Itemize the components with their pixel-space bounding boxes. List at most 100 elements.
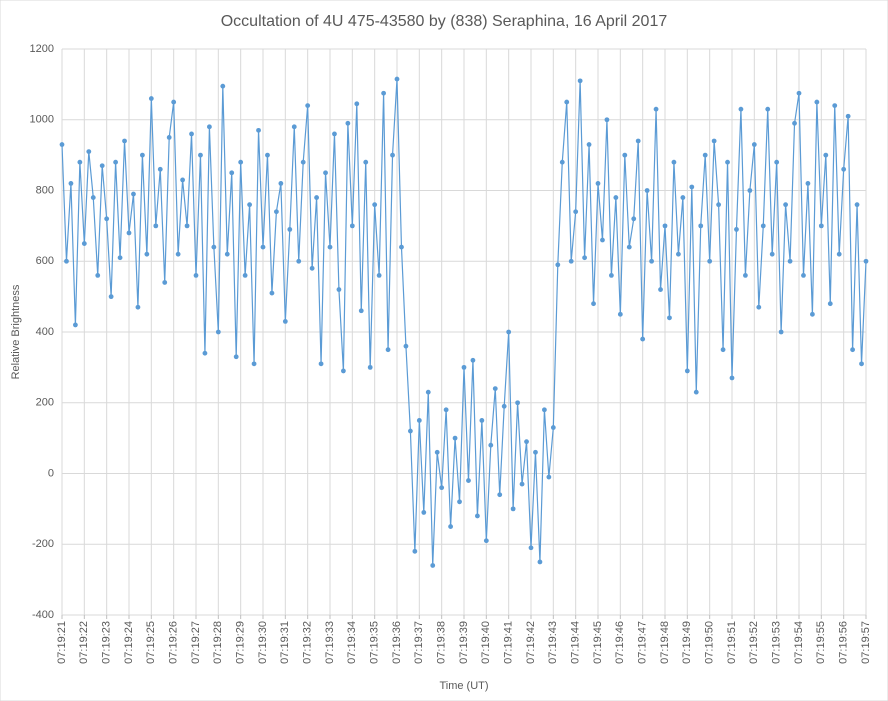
data-point [238,159,244,165]
data-point [148,96,154,101]
data-point [600,237,605,243]
data-point [242,273,248,278]
data-point [845,113,851,119]
y-axis-label: Relative Brightness [10,284,22,379]
x-tick-label: 07:19:23 [101,621,113,664]
data-point [354,101,360,107]
data-point [640,336,646,342]
data-point [394,76,400,82]
data-point [720,347,726,353]
data-point [367,364,373,370]
data-point [372,202,378,208]
data-point [765,106,771,112]
data-point [524,439,529,445]
data-point [193,273,199,278]
data-point [760,223,766,229]
data-point [224,251,230,257]
x-tick-label: 07:19:32 [302,621,314,664]
data-point [823,152,829,158]
data-point [604,117,610,123]
data-point [658,287,663,292]
data-point [363,159,369,165]
data-point [805,181,811,186]
data-point [376,273,382,278]
data-point [801,273,806,278]
x-tick-label: 07:19:45 [592,621,604,664]
x-tick-label: 07:19:39 [458,621,470,664]
data-point [305,103,311,108]
data-point [479,418,485,423]
data-point [662,223,668,229]
x-tick-label: 07:19:51 [726,621,738,664]
y-tick-label: 800 [36,184,54,196]
data-point [707,258,713,264]
y-tick-label: 400 [36,326,54,338]
data-point [408,428,413,434]
data-point [792,120,797,126]
data-point [684,368,690,374]
data-point [113,159,118,165]
data-point [841,166,847,172]
data-point [349,223,355,229]
x-tick-label: 07:19:26 [168,621,180,664]
data-point [488,442,494,448]
data-point [211,244,217,250]
data-point [626,244,632,250]
x-tick-label: 07:19:40 [480,621,492,664]
x-tick-label: 07:19:43 [547,621,559,664]
data-point [827,301,833,307]
data-point [131,191,136,197]
data-point [251,361,257,367]
data-point [729,375,735,381]
data-point [140,152,145,158]
data-point [198,152,203,158]
data-point [622,152,628,158]
data-point [738,106,744,112]
data-point [122,138,127,144]
data-point [586,142,592,147]
data-point [90,195,96,200]
data-point [774,159,780,165]
data-point [595,181,601,186]
y-tick-label: 600 [36,255,54,267]
data-point [550,425,556,430]
x-tick-label: 07:19:29 [235,621,247,664]
data-point [457,499,462,505]
data-point [68,181,74,186]
data-point [796,90,802,96]
x-tick-label: 07:19:53 [771,621,783,664]
data-point [609,273,614,278]
data-point [309,265,315,271]
x-tick-label: 07:19:50 [704,621,716,664]
x-tick-label: 07:19:36 [391,621,403,664]
data-point [734,227,739,232]
data-point [859,361,864,367]
data-point [108,294,114,300]
data-point [475,513,480,519]
x-tick-label: 07:19:38 [436,621,448,664]
data-point [649,258,654,264]
data-point [229,170,235,176]
data-point [162,280,168,285]
data-point [818,223,824,229]
data-point [542,407,547,413]
x-tick-label: 07:19:54 [793,621,805,664]
data-point [644,188,650,193]
data-point [416,418,422,423]
x-tick-label: 07:19:42 [525,621,537,664]
y-tick-label: -200 [32,538,54,550]
data-point [568,258,574,264]
data-point [546,474,552,480]
x-tick-label: 07:19:48 [659,621,671,664]
data-point [381,90,386,96]
data-point [202,350,208,356]
data-point [832,103,838,108]
data-point [461,364,467,370]
x-tick-label: 07:19:28 [212,621,224,664]
data-point [153,223,159,229]
y-tick-label: 1200 [30,43,54,55]
data-point [126,230,132,236]
x-tick-label: 07:19:24 [123,621,135,664]
data-point [676,251,681,257]
